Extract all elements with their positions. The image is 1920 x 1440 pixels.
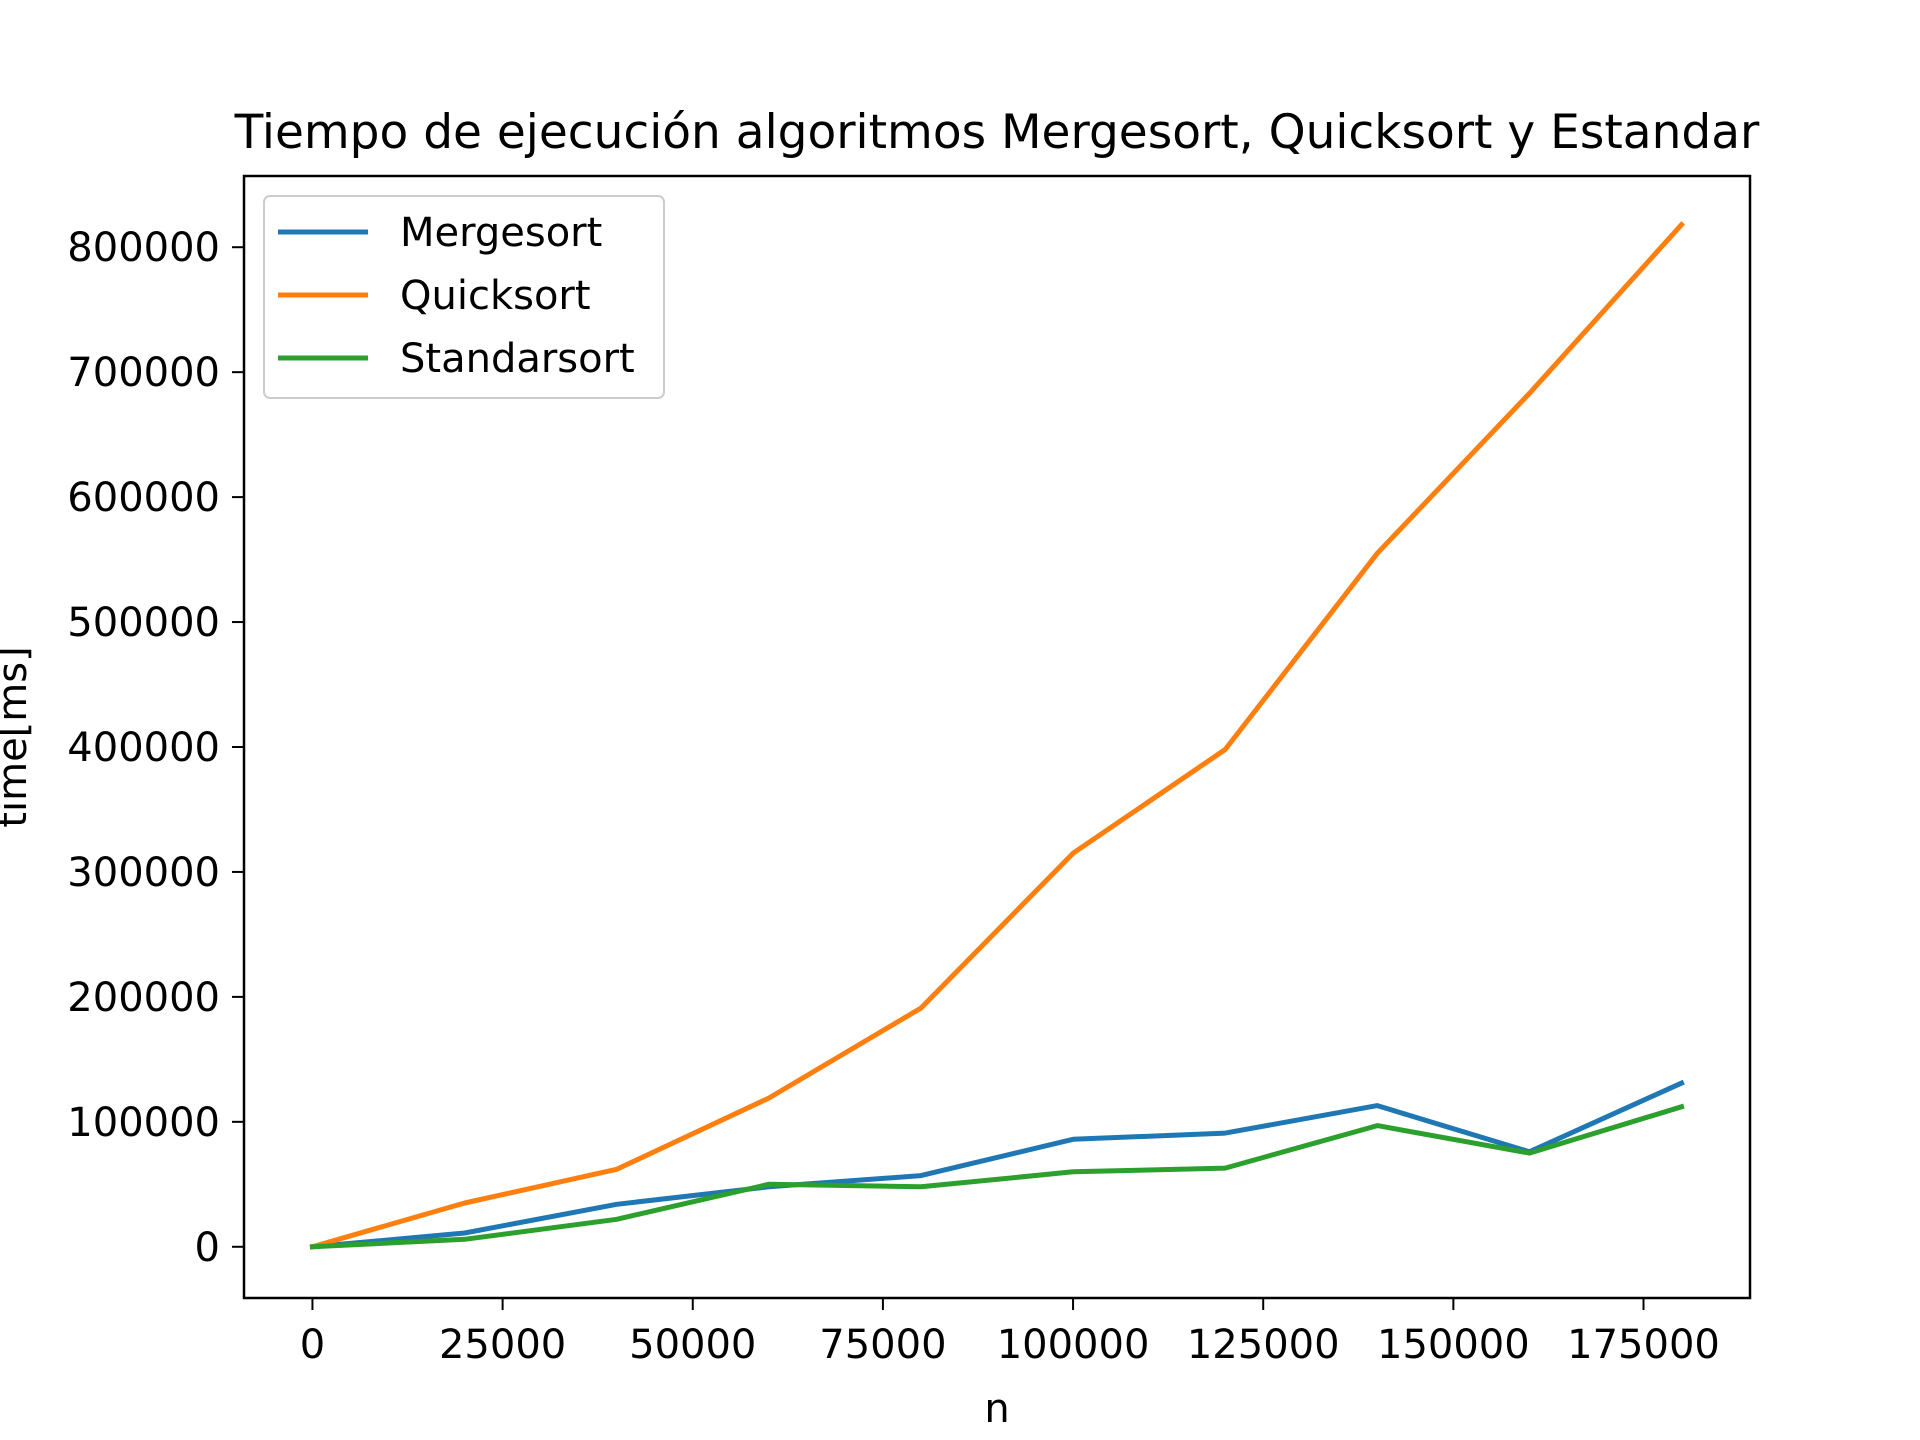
- y-tick-label: 600000: [67, 475, 220, 521]
- series-line-quicksort: [309, 221, 1686, 1250]
- x-tick-label: 150000: [1377, 1322, 1530, 1368]
- y-tick-label: 500000: [67, 600, 220, 646]
- y-tick-label: 200000: [67, 975, 220, 1021]
- x-tick-label: 25000: [439, 1322, 566, 1368]
- x-tick-label: 75000: [819, 1322, 946, 1368]
- x-axis-label: n: [984, 1386, 1009, 1432]
- plot-lines: [309, 221, 1686, 1250]
- x-tick-label: 125000: [1187, 1322, 1340, 1368]
- legend: Mergesort Quicksort Standarsort: [263, 195, 665, 399]
- x-tick-label: 100000: [997, 1322, 1150, 1368]
- legend-label: Mergesort: [400, 210, 602, 256]
- legend-box: [263, 195, 665, 399]
- x-tick-label: 0: [300, 1322, 325, 1368]
- x-axis-ticks: 0 25000 50000 75000 100000 125000 150000 175000: [300, 1298, 1720, 1368]
- y-tick-label: 800000: [67, 225, 220, 271]
- plot-frame: [242, 174, 1752, 1300]
- legend-label: Quicksort: [400, 273, 591, 319]
- y-axis-ticks: 0 100000 200000 300000 400000 500000 600000 700…: [67, 225, 244, 1271]
- chart-title: Tiempo de ejecución algoritmos Mergesort…: [234, 105, 1760, 160]
- y-tick-label: 700000: [67, 350, 220, 396]
- y-tick-label: 0: [195, 1225, 220, 1271]
- x-tick-label: 175000: [1567, 1322, 1720, 1368]
- y-axis-label: time[ms]: [0, 646, 36, 827]
- series-line-mergesort: [309, 1079, 1685, 1250]
- y-tick-label: 400000: [67, 725, 220, 771]
- legend-label: Standarsort: [400, 336, 635, 382]
- series-line-standarsort: [309, 1103, 1685, 1250]
- x-tick-label: 50000: [629, 1322, 756, 1368]
- y-tick-label: 300000: [67, 850, 220, 896]
- y-tick-label: 100000: [67, 1100, 220, 1146]
